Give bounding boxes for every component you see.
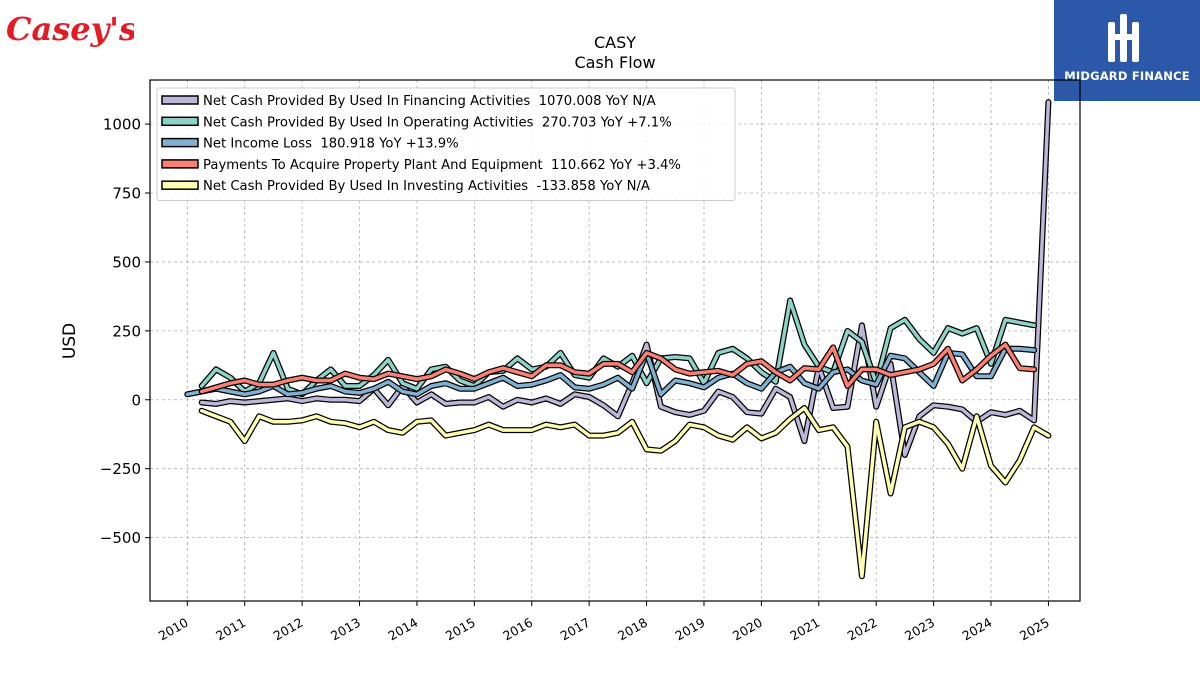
midgard-emblem-icon <box>1108 14 1139 62</box>
x-tick-label: 2010 <box>156 615 191 644</box>
series-layer <box>184 99 1052 580</box>
legend-label: Payments To Acquire Property Plant And E… <box>203 158 681 173</box>
series-line <box>185 347 1036 397</box>
series-line-0 <box>198 99 1052 458</box>
legend-swatch <box>161 180 199 190</box>
y-tick-label: 0 <box>131 391 141 409</box>
x-tick-label: 2011 <box>213 615 248 644</box>
y-tick-label: −500 <box>100 529 141 547</box>
x-tick-label: 2022 <box>845 615 880 644</box>
legend-swatch <box>161 137 199 148</box>
series-line <box>199 100 1051 457</box>
x-tick-label: 2020 <box>730 615 765 644</box>
x-tick-label: 2025 <box>1017 615 1052 644</box>
x-tick-label: 2014 <box>385 615 420 644</box>
x-tick-label: 2023 <box>902 615 937 644</box>
midgard-finance-logo: MIDGARD FINANCE <box>1054 0 1200 101</box>
x-tick-label: 2015 <box>443 615 478 644</box>
legend-label: Net Cash Provided By Used In Financing A… <box>203 94 656 109</box>
legend-swatch <box>161 116 199 127</box>
legend-label: Net Income Loss 180.918 YoY +13.9% <box>203 137 459 152</box>
series-line <box>199 406 1051 578</box>
x-tick-label: 2018 <box>615 615 650 644</box>
legend-swatch <box>161 159 199 169</box>
series-line-4 <box>198 405 1052 580</box>
y-tick-label: 250 <box>112 322 141 340</box>
x-tick-label: 2013 <box>328 615 363 644</box>
series-line-3 <box>198 341 1038 395</box>
y-tick-label: 750 <box>112 185 141 203</box>
x-tick-label: 2012 <box>271 615 306 644</box>
legend-swatch <box>161 95 199 105</box>
axis-ticks: 2010 2011 2012 2013 2014 2015 2016 2017 2018 2019… <box>100 116 1052 644</box>
grid-lines <box>150 80 1080 601</box>
series-outline <box>198 405 1052 580</box>
series-line <box>199 342 1036 394</box>
series-line-2 <box>184 345 1038 398</box>
y-axis-label: USD <box>60 323 80 359</box>
legend-box <box>156 87 736 201</box>
x-tick-label: 2024 <box>959 615 994 644</box>
y-tick-label: 500 <box>112 253 141 271</box>
chart-title: CASY <box>594 33 636 52</box>
y-tick-label: 1000 <box>103 116 141 134</box>
x-tick-label: 2016 <box>500 615 535 644</box>
y-tick-label: −250 <box>100 460 141 478</box>
legend: Net Cash Provided By Used In Financing A… <box>156 87 736 201</box>
legend-label: Net Cash Provided By Used In Operating A… <box>203 115 672 130</box>
x-tick-label: 2017 <box>558 615 593 644</box>
legend-label: Net Cash Provided By Used In Investing A… <box>203 179 650 194</box>
midgard-finance-text: MIDGARD FINANCE <box>1064 69 1190 83</box>
x-tick-label: 2021 <box>787 615 822 644</box>
caseys-logo: Casey's <box>4 2 137 58</box>
caseys-logo-text: Casey's <box>6 10 134 48</box>
x-tick-label: 2019 <box>672 615 707 644</box>
plot-frame <box>149 79 1081 602</box>
chart-subtitle: Cash Flow <box>574 53 655 72</box>
